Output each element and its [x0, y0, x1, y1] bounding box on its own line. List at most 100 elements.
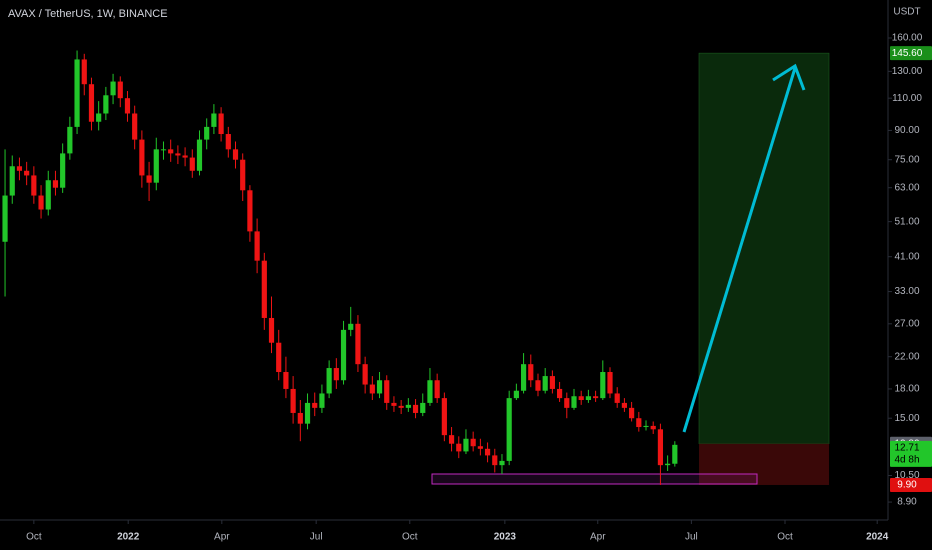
candle-body [96, 113, 102, 122]
y-tick-label: 15.00 [894, 413, 919, 424]
y-tick-label: 110.00 [892, 93, 922, 104]
y-tick-label: 41.00 [894, 251, 919, 262]
candle-body [60, 153, 66, 188]
candle-body [578, 396, 584, 401]
x-tick-label: Oct [777, 532, 793, 543]
countdown-label: 4d 8h [894, 454, 919, 465]
candle-body [232, 149, 239, 160]
last-price-label: 12.71 [894, 442, 919, 453]
y-tick-label: 90.00 [894, 125, 919, 136]
candle-body [621, 402, 628, 408]
stop-zone [699, 443, 829, 485]
candle-body [528, 364, 534, 381]
candle-body [470, 438, 476, 447]
candle-body [153, 149, 159, 183]
candle-body [556, 388, 563, 399]
y-tick-label: 18.00 [894, 384, 919, 395]
candle-body [427, 380, 433, 403]
candle-body [441, 398, 447, 436]
candle-body [261, 260, 267, 318]
last-price-bg [890, 440, 932, 467]
candle-body [434, 380, 440, 399]
candle-body [636, 418, 642, 428]
y-tick-label: 130.00 [892, 66, 923, 77]
candle-body [535, 380, 541, 391]
y-tick-label: 63.00 [894, 182, 919, 193]
target-price-label-bg [890, 46, 932, 61]
candle-body [218, 113, 224, 135]
candle-body [225, 134, 231, 150]
x-tick-label: Jul [685, 532, 698, 543]
candle-body [643, 425, 649, 428]
candle-body [24, 170, 30, 176]
candle-body [614, 393, 620, 403]
candle-body [254, 231, 260, 261]
candle-body [31, 175, 37, 196]
candle-body [283, 372, 289, 389]
candle-body [326, 368, 332, 394]
y-tick-label: 51.00 [894, 216, 919, 227]
candle-body [650, 425, 656, 430]
projection-arrow [682, 67, 797, 433]
candle-body [290, 388, 296, 413]
support-box [431, 473, 758, 485]
candle-body [376, 380, 383, 394]
candle-body [276, 342, 282, 373]
candle-body [672, 444, 678, 464]
candle-body [657, 429, 664, 466]
candle-body [492, 455, 498, 466]
candle-body [600, 372, 606, 399]
candle-body [103, 95, 109, 114]
candle-body [607, 372, 613, 394]
candle-body [74, 59, 80, 127]
target-zone [698, 52, 830, 444]
x-tick-label: 2024 [866, 532, 889, 543]
candle-body [463, 438, 469, 452]
candle-body [369, 384, 375, 394]
candle-body [319, 393, 325, 408]
candle-body [139, 139, 145, 176]
candle-body [420, 402, 426, 413]
candle-body [513, 390, 519, 399]
candle-body [456, 443, 462, 452]
x-tick-label: Apr [590, 532, 606, 543]
candle-body [348, 323, 354, 330]
y-tick-label: 160.00 [892, 33, 923, 44]
y-tick-label: 10.50 [894, 470, 919, 481]
candle-body [564, 398, 570, 408]
candle-body [211, 113, 217, 127]
stop-price-label-bg [890, 477, 932, 492]
candle-body [45, 180, 51, 210]
projection-arrow-head [772, 63, 806, 91]
x-tick-label: Oct [402, 532, 418, 543]
x-tick-label: Apr [214, 532, 230, 543]
candle-body [297, 412, 303, 424]
y-tick-label: 33.00 [894, 286, 919, 297]
candle-body [2, 195, 8, 242]
candle-body [196, 139, 203, 171]
candle-body [189, 157, 195, 171]
candle-body [160, 149, 167, 151]
candle-body [477, 446, 483, 449]
candle-body [240, 159, 246, 191]
y-tick-label: 22.00 [894, 351, 919, 362]
candle-body [340, 329, 347, 381]
candle-body [304, 402, 311, 424]
y-tick-label: 27.00 [894, 318, 919, 329]
candle-body [391, 402, 397, 406]
candle-body [571, 396, 577, 408]
candle-body [38, 195, 44, 210]
candle-body [593, 396, 599, 399]
x-tick-label: 2023 [494, 532, 517, 543]
candle-body [16, 166, 23, 171]
y-axis-label: USDT [893, 7, 920, 18]
candle-body [412, 404, 419, 413]
chart-title: AVAX / TetherUS, 1W, BINANCE [8, 8, 168, 20]
candle-body [355, 323, 361, 365]
candle-body [585, 396, 591, 401]
candle-body [448, 435, 455, 444]
candle-body [542, 376, 548, 391]
candle-body [132, 113, 138, 140]
candle-body [549, 376, 555, 389]
